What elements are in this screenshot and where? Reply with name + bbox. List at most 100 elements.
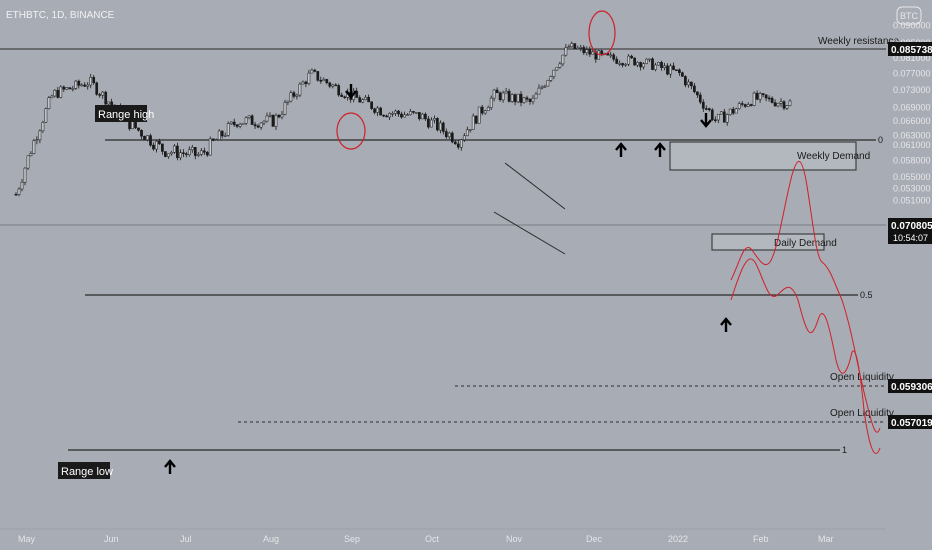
- candle-up[interactable]: [131, 120, 134, 130]
- daily-demand-zone[interactable]: [711, 233, 825, 251]
- candle-up[interactable]: [537, 87, 541, 95]
- candle-down[interactable]: [110, 101, 113, 106]
- candle-up[interactable]: [609, 54, 613, 57]
- candle-down[interactable]: [400, 113, 403, 118]
- candle-up[interactable]: [734, 108, 738, 114]
- candle-up[interactable]: [430, 119, 433, 128]
- candle-up[interactable]: [654, 64, 657, 70]
- candle-up[interactable]: [262, 120, 266, 124]
- candle-down[interactable]: [149, 135, 152, 146]
- candle-up[interactable]: [23, 167, 27, 183]
- candle-up[interactable]: [322, 79, 326, 82]
- candle-down[interactable]: [358, 97, 362, 103]
- candle-down[interactable]: [140, 130, 143, 137]
- candle-up[interactable]: [391, 113, 394, 115]
- candle-down[interactable]: [316, 71, 320, 81]
- candle-down[interactable]: [337, 85, 341, 96]
- candle-down[interactable]: [681, 72, 684, 77]
- candle-up[interactable]: [489, 97, 493, 108]
- candle-up[interactable]: [439, 122, 442, 131]
- candle-down[interactable]: [385, 115, 388, 118]
- candle-up[interactable]: [570, 43, 574, 48]
- candle-down[interactable]: [412, 111, 415, 113]
- candle-up[interactable]: [728, 108, 732, 115]
- candle-up[interactable]: [585, 49, 589, 54]
- candle-up[interactable]: [20, 182, 24, 190]
- candle-down[interactable]: [328, 82, 332, 87]
- candle-down[interactable]: [355, 90, 359, 98]
- candle-down[interactable]: [740, 103, 744, 105]
- candle-up[interactable]: [274, 115, 278, 127]
- candle-down[interactable]: [770, 97, 774, 103]
- candle-up[interactable]: [26, 155, 30, 169]
- candle-down[interactable]: [480, 106, 484, 114]
- candle-up[interactable]: [280, 114, 284, 118]
- candle-up[interactable]: [298, 83, 302, 96]
- flag-lower-line[interactable]: [493, 211, 566, 255]
- candle-down[interactable]: [600, 50, 604, 55]
- candle-down[interactable]: [761, 93, 765, 95]
- candle-up[interactable]: [779, 101, 783, 104]
- candle-down[interactable]: [701, 101, 705, 109]
- candle-up[interactable]: [17, 188, 21, 195]
- candle-down[interactable]: [220, 130, 224, 137]
- candle-up[interactable]: [627, 55, 630, 65]
- candle-up[interactable]: [295, 94, 299, 97]
- candle-down[interactable]: [707, 108, 711, 111]
- candle-down[interactable]: [313, 69, 317, 72]
- candle-up[interactable]: [53, 90, 57, 97]
- weekly-demand-zone[interactable]: [669, 141, 857, 171]
- candle-down[interactable]: [397, 110, 400, 115]
- candle-up[interactable]: [307, 72, 311, 84]
- candle-up[interactable]: [618, 63, 622, 65]
- candle-up[interactable]: [283, 102, 287, 115]
- candle-down[interactable]: [528, 98, 532, 102]
- candle-down[interactable]: [319, 80, 323, 82]
- candle-down[interactable]: [621, 63, 624, 66]
- candle-up[interactable]: [758, 93, 762, 100]
- candle-up[interactable]: [576, 47, 580, 50]
- candle-up[interactable]: [268, 114, 272, 117]
- candle-down[interactable]: [256, 125, 260, 128]
- candle-down[interactable]: [235, 124, 239, 127]
- candle-down[interactable]: [513, 94, 517, 103]
- candle-up[interactable]: [32, 140, 36, 154]
- candle-up[interactable]: [737, 103, 741, 110]
- candle-up[interactable]: [433, 118, 436, 121]
- candle-down[interactable]: [525, 97, 529, 100]
- candle-up[interactable]: [286, 100, 290, 103]
- candle-down[interactable]: [182, 152, 185, 154]
- candle-down[interactable]: [615, 58, 619, 64]
- candle-up[interactable]: [167, 153, 170, 157]
- candle-up[interactable]: [35, 139, 39, 141]
- candle-up[interactable]: [636, 62, 639, 66]
- candle-up[interactable]: [44, 108, 48, 123]
- candle-down[interactable]: [612, 54, 616, 60]
- candle-down[interactable]: [498, 92, 502, 101]
- candle-down[interactable]: [334, 84, 338, 87]
- candle-down[interactable]: [453, 141, 457, 145]
- candle-down[interactable]: [137, 127, 140, 131]
- candle-down[interactable]: [62, 86, 66, 90]
- candle-up[interactable]: [146, 135, 149, 141]
- candle-up[interactable]: [642, 63, 645, 68]
- candle-up[interactable]: [179, 152, 182, 159]
- candle-down[interactable]: [98, 94, 102, 96]
- candle-down[interactable]: [651, 58, 654, 70]
- candle-down[interactable]: [92, 77, 96, 84]
- candle-up[interactable]: [394, 110, 397, 114]
- candle-down[interactable]: [161, 143, 164, 152]
- candle-down[interactable]: [441, 122, 445, 132]
- candle-down[interactable]: [684, 76, 687, 86]
- candle-down[interactable]: [379, 107, 382, 116]
- candle-down[interactable]: [424, 113, 427, 120]
- candle-down[interactable]: [134, 120, 137, 129]
- candle-down[interactable]: [731, 108, 735, 114]
- candle-down[interactable]: [77, 80, 81, 86]
- candle-up[interactable]: [101, 91, 105, 96]
- candle-down[interactable]: [698, 94, 702, 103]
- candle-down[interactable]: [56, 90, 60, 98]
- candle-down[interactable]: [678, 69, 681, 73]
- candle-up[interactable]: [552, 69, 556, 77]
